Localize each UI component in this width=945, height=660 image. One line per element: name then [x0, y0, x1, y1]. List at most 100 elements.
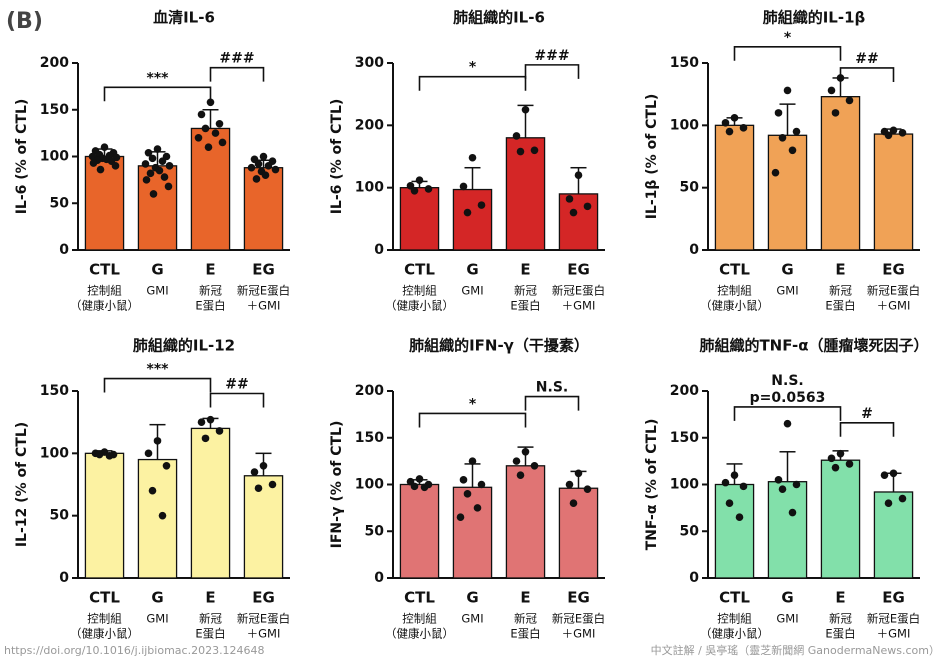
bar: [137, 458, 178, 579]
significance-label: ##: [855, 51, 878, 67]
data-point: [889, 469, 898, 478]
data-point: [725, 127, 734, 136]
y-tick-label: 0: [374, 570, 384, 586]
x-sublabel: （健康小鼠）: [700, 299, 769, 313]
x-sublabel: 控制組: [402, 284, 437, 298]
significance-bracket: [418, 75, 527, 91]
y-tick-label: 0: [374, 242, 384, 258]
y-tick-label: 200: [355, 117, 384, 133]
data-point: [247, 163, 256, 172]
y-tick-label: 0: [689, 570, 699, 586]
y-tick-label: 200: [355, 383, 384, 399]
data-point: [739, 124, 748, 132]
data-point: [845, 460, 854, 468]
significance-label: *: [469, 60, 477, 76]
data-point: [898, 129, 907, 137]
x-sublabel: 新冠: [829, 612, 852, 626]
chart-title: 肺組織的IL-12: [133, 337, 235, 355]
x-sublabel: 新冠E蛋白: [552, 612, 605, 626]
data-point: [261, 171, 270, 179]
data-point: [420, 483, 429, 492]
significance-bracket: [209, 66, 265, 82]
x-sublabel: E蛋白: [195, 627, 225, 641]
data-point: [516, 147, 525, 156]
x-tick-label: EG: [252, 589, 275, 607]
data-point: [788, 508, 797, 517]
data-point: [155, 166, 164, 175]
bar: [399, 187, 440, 251]
y-tick-label: 50: [680, 523, 700, 539]
chart-title: 肺組織的IL-1β: [763, 9, 866, 27]
y-axis-label: IL-1β (% of CTL): [644, 94, 660, 220]
x-sublabel: GMI: [776, 612, 798, 626]
data-point: [521, 105, 530, 114]
data-point: [512, 457, 521, 465]
y-tick-label: 300: [355, 55, 384, 71]
data-point: [530, 146, 539, 155]
data-point: [254, 484, 263, 493]
data-point: [516, 471, 525, 479]
data-point: [574, 171, 583, 179]
bar: [190, 427, 231, 579]
data-point: [144, 148, 153, 157]
bar: [84, 452, 125, 579]
data-point: [206, 415, 215, 424]
significance-bracket: [733, 45, 842, 61]
data-point: [512, 132, 521, 140]
data-point: [792, 480, 801, 489]
x-tick-label: G: [151, 589, 163, 607]
bar: [243, 167, 284, 251]
x-tick-label: E: [205, 261, 215, 279]
data-point: [415, 475, 424, 483]
y-tick-label: 0: [59, 242, 69, 258]
bar: [714, 483, 755, 579]
x-sublabel: （健康小鼠）: [70, 627, 139, 641]
significance-bracket: [839, 67, 895, 82]
chart-title: 肺組織的TNF-α（腫瘤壞死因子）: [699, 337, 928, 355]
data-point: [415, 176, 424, 184]
y-axis-label: IL-12 (% of CTL): [14, 422, 30, 547]
x-sublabel: ＋GMI: [562, 299, 596, 313]
data-point: [111, 162, 120, 170]
x-tick-label: G: [781, 261, 793, 279]
data-point: [884, 131, 893, 140]
significance-label: N.S.: [536, 380, 568, 396]
data-point: [149, 190, 158, 198]
data-point: [725, 499, 734, 508]
x-sublabel: 新冠: [829, 284, 852, 298]
significance-bracket: [103, 377, 212, 393]
x-sublabel: （健康小鼠）: [700, 627, 769, 641]
x-tick-label: CTL: [404, 589, 435, 607]
bar: [767, 134, 808, 251]
bar: [243, 475, 284, 579]
bar: [452, 486, 493, 579]
significance-bracket: [839, 421, 895, 437]
x-sublabel: 新冠E蛋白: [867, 284, 920, 298]
data-point: [721, 478, 730, 487]
data-point: [521, 447, 530, 456]
bar: [558, 193, 599, 251]
x-tick-label: G: [466, 589, 478, 607]
x-sublabel: GMI: [146, 284, 168, 298]
data-point: [215, 119, 224, 128]
x-sublabel: GMI: [146, 612, 168, 626]
x-sublabel: 控制組: [402, 612, 437, 626]
x-sublabel: （健康小鼠）: [385, 299, 454, 313]
data-point: [778, 134, 787, 142]
x-tick-label: CTL: [719, 589, 750, 607]
footer-credit: 中文註解 / 吳亭瑤（靈芝新聞網 GanodermaNews.com）: [651, 643, 940, 657]
y-tick-label: 0: [689, 242, 699, 258]
data-point: [105, 452, 114, 460]
data-point: [160, 173, 169, 181]
y-axis-label: IFN-γ (% of CTL): [329, 421, 345, 549]
x-sublabel: 新冠: [199, 612, 222, 626]
data-point: [146, 169, 155, 178]
bar: [505, 137, 546, 251]
data-point: [836, 449, 845, 458]
data-point: [201, 434, 210, 443]
data-point: [463, 490, 472, 498]
data-point: [162, 462, 171, 470]
x-tick-label: E: [520, 261, 530, 279]
y-tick-label: 100: [670, 117, 699, 133]
x-sublabel: ＋GMI: [247, 299, 281, 313]
